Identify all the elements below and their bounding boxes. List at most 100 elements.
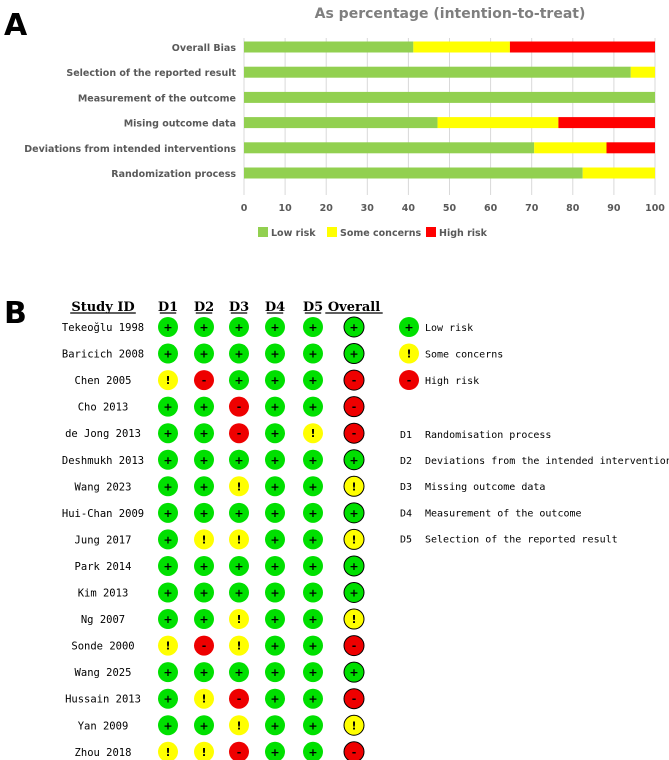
bar-segment — [606, 142, 655, 154]
domain-judgement-dot — [229, 741, 249, 760]
domain-judgement-dot — [303, 635, 323, 656]
category-label: Mising outcome data — [124, 119, 236, 130]
domain-judgement-dot — [265, 396, 285, 417]
legend-label: Some concerns — [340, 228, 421, 239]
judgement-symbol: + — [270, 401, 279, 414]
chart-title: As percentage (intention-to-treat) — [314, 6, 586, 22]
judgement-symbol: + — [234, 321, 243, 334]
judgement-symbol: + — [234, 587, 243, 600]
category-label: Overall Bias — [172, 43, 237, 54]
judgement-symbol: + — [234, 560, 243, 573]
overall-judgement-dot — [343, 635, 365, 657]
category-label: Deviations from intended interventions — [24, 144, 236, 155]
judgement-symbol: + — [349, 587, 358, 600]
judgement-symbol: + — [270, 640, 279, 653]
domain-judgement-dot — [265, 529, 285, 550]
domain-judgement-dot — [158, 741, 178, 760]
judgement-symbol: ! — [236, 533, 241, 546]
judgement-symbol: + — [270, 587, 279, 600]
judgement-symbol: + — [199, 560, 208, 573]
legend-label: Low risk — [425, 323, 473, 334]
judgement-symbol: - — [352, 693, 357, 706]
column-header: Study ID — [71, 300, 134, 315]
domain-judgement-dot — [303, 555, 323, 576]
bias-bar-chart: 0 10 20 30 40 50 60 70 80 90 100 Overall Bias Select… — [24, 38, 665, 239]
judgement-symbol: + — [270, 746, 279, 759]
judgement-symbol: + — [163, 719, 172, 732]
domain-judgement-dot — [229, 555, 249, 576]
domain-judgement-dot — [194, 317, 214, 337]
judgement-symbol: ! — [201, 533, 206, 546]
overall-judgement-dot — [343, 396, 365, 418]
bar-segment — [534, 142, 607, 154]
judgement-symbol: + — [270, 507, 279, 520]
judgement-symbol: + — [163, 454, 172, 467]
domain-judgement-dot — [229, 476, 249, 497]
judgement-symbol: + — [308, 348, 317, 361]
judgement-symbol: + — [270, 454, 279, 467]
overall-judgement-dot — [343, 688, 365, 710]
judgement-symbol: + — [163, 321, 172, 334]
domain-judgement-dot — [265, 502, 285, 523]
domain-judgement-dot — [194, 555, 214, 576]
judgement-symbol: + — [349, 560, 358, 573]
judgement-symbol: + — [270, 666, 279, 679]
domain-judgement-dot — [158, 317, 178, 337]
legend-symbol: + — [404, 321, 413, 334]
legend-swatch — [426, 227, 436, 237]
study-name: Deshmukh 2013 — [62, 455, 144, 467]
domain-judgement-dot — [158, 715, 178, 736]
domain-judgement-dot — [265, 662, 285, 683]
study-name: Sonde 2000 — [71, 641, 134, 653]
category-label: Measurement of the outcome — [78, 93, 236, 104]
judgement-symbol: ! — [351, 533, 356, 546]
domain-judgement-dot — [229, 582, 249, 603]
judgement-symbol: + — [199, 587, 208, 600]
column-header: D5 — [303, 300, 323, 315]
judgement-symbol: ! — [236, 613, 241, 626]
x-tick-label: 80 — [566, 203, 580, 214]
judgement-symbol: - — [352, 640, 357, 653]
judgement-symbol: + — [270, 693, 279, 706]
bar-segment — [244, 66, 631, 78]
bar-segment — [437, 117, 559, 129]
judgement-symbol: ! — [310, 427, 315, 440]
judgement-symbol: + — [163, 507, 172, 520]
domain-judgement-dot — [265, 582, 285, 603]
domain-judgement-dot — [303, 529, 323, 550]
judgement-symbol: + — [270, 719, 279, 732]
domain-judgement-dot — [158, 529, 178, 550]
domain-judgement-dot — [194, 370, 214, 391]
legend-swatch — [327, 227, 337, 237]
judgement-symbol: + — [308, 401, 317, 414]
domain-label: Missing outcome data — [425, 482, 545, 493]
judgement-symbol: + — [199, 401, 208, 414]
domain-judgement-dot — [303, 343, 323, 364]
judgement-symbol: + — [199, 719, 208, 732]
judgement-symbol: ! — [236, 719, 241, 732]
bar-segment — [509, 41, 655, 53]
study-name: Jung 2017 — [75, 534, 132, 546]
study-name: Park 2014 — [75, 561, 132, 573]
study-name: Wang 2023 — [75, 481, 132, 493]
x-tick-label: 60 — [484, 203, 498, 214]
domain-judgement-dot — [158, 662, 178, 683]
domain-label: Measurement of the outcome — [425, 508, 582, 519]
judgement-symbol: + — [199, 321, 208, 334]
judgement-symbol: + — [308, 454, 317, 467]
judgement-symbol: + — [234, 374, 243, 387]
category-label: Randomization process — [111, 169, 236, 180]
judgement-symbol: - — [352, 374, 357, 387]
legend-label: Low risk — [271, 228, 316, 239]
domain-judgement-dot — [229, 688, 249, 709]
domain-judgement-dot — [194, 609, 214, 630]
domain-judgement-dot — [194, 529, 214, 550]
bar-segment — [630, 66, 655, 78]
domain-judgement-dot — [158, 635, 178, 656]
domain-judgement-dot — [303, 688, 323, 709]
domain-judgement-dot — [158, 476, 178, 497]
judgement-symbol: ! — [351, 480, 356, 493]
judgement-symbol: + — [199, 348, 208, 361]
legend-symbol: ! — [406, 348, 411, 361]
domain-judgement-dot — [265, 476, 285, 497]
